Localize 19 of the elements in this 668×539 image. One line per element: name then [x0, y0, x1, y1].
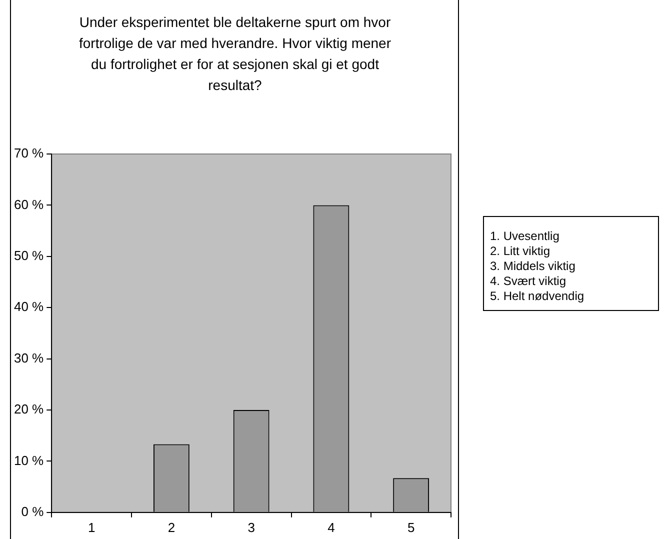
y-tick-label: 70 %	[14, 146, 44, 161]
x-tick-label: 2	[168, 520, 176, 535]
y-tick-label: 50 %	[14, 248, 44, 263]
text: 5. Helt nødvendig	[490, 289, 586, 304]
y-tick-label: 0 %	[21, 504, 44, 519]
y-tick-label: 20 %	[14, 402, 44, 417]
y-tick-label: 10 %	[14, 452, 44, 468]
y-tick-label: 40 %	[14, 299, 44, 314]
y-tick-label: 60 %	[14, 196, 44, 212]
y-tick-label: 30 %	[14, 350, 44, 366]
text: 1. Uvesentlig	[490, 229, 560, 244]
x-tick-label: 1	[88, 520, 96, 535]
x-tick-label: 4	[328, 520, 335, 535]
x-tick-label: 5	[407, 520, 415, 535]
chart-title: Under eksperimentet ble deltakerne spurt om hvor fortrolige de var med hverandre. Hvor viktig mener du fortrolighet er for at sesjonen skal gi et godt resultat?	[78, 13, 392, 95]
text: 2. Litt viktig	[490, 244, 552, 259]
x-tick-label: 3	[248, 520, 255, 535]
text: 3. Middels viktig	[490, 259, 576, 274]
text: 4. Svært viktig	[490, 274, 568, 289]
